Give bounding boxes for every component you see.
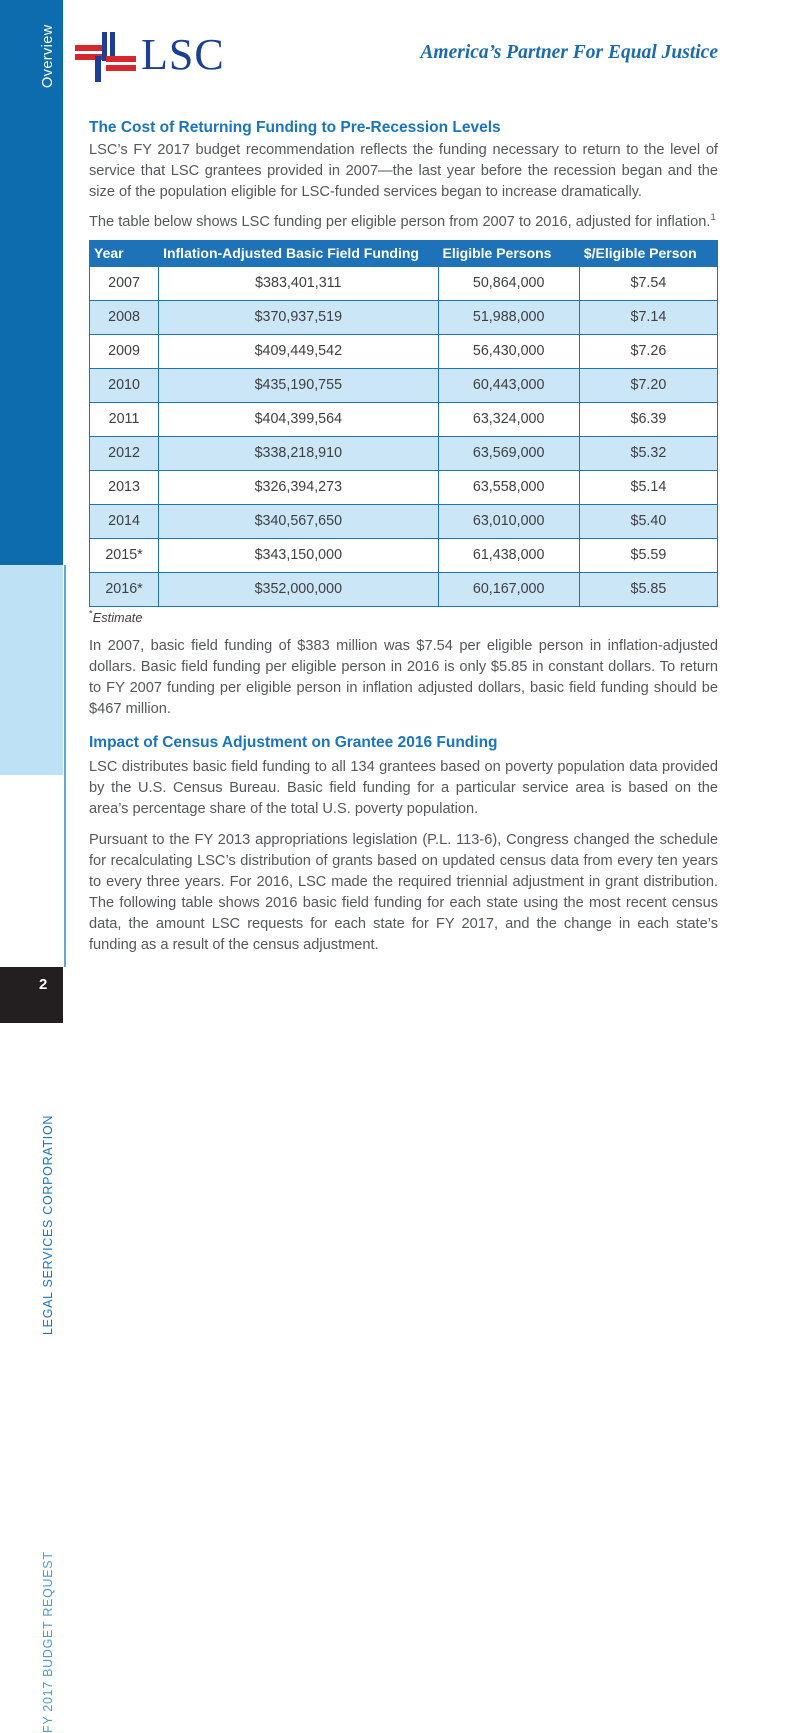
table-cell: 51,988,000: [437, 300, 580, 335]
table-cell: 56,430,000: [437, 334, 580, 369]
funding-table-body: 2007 $383,401,311 50,864,000 $7.54 2008 $370,…: [88, 266, 719, 607]
lsc-logo: LSC: [75, 26, 225, 84]
section-heading-funding: The Cost of Returning Funding to Pre-Rec…: [89, 119, 501, 136]
table-row: 2013 $326,394,273 63,558,000 $5.14: [88, 470, 719, 505]
document-page: { "sidebar": { "section_label": "Overvie…: [0, 0, 719, 1733]
sidebar-doc-label: FY 2017 BUDGET REQUEST: [41, 1551, 55, 1733]
table-cell: $7.54: [578, 266, 719, 301]
table-cell: $370,937,519: [158, 300, 439, 335]
section-heading-census: Impact of Census Adjustment on Grantee 2…: [89, 734, 498, 751]
sidebar-org-label: LEGAL SERVICES CORPORATION: [41, 1114, 55, 1335]
table-cell: 2009: [88, 334, 160, 369]
footnote-marker: *: [89, 608, 93, 620]
paragraph-table-intro: The table below shows LSC funding per el…: [89, 212, 716, 230]
paragraph-funding-analysis: In 2007, basic field funding of $383 mil…: [89, 638, 718, 717]
table-cell: $5.14: [578, 470, 719, 505]
column-header-year: Year: [88, 240, 160, 267]
table-cell: 61,438,000: [437, 538, 580, 573]
table-cell: 60,443,000: [437, 368, 580, 403]
table-cell: 2007: [88, 266, 160, 301]
table-cell: 63,569,000: [437, 436, 580, 471]
table-cell: $352,000,000: [158, 572, 439, 607]
table-cell: 2011: [88, 402, 160, 437]
footnote-reference: 1: [710, 212, 716, 224]
table-cell: 2013: [88, 470, 160, 505]
lsc-logo-mark-icon: [75, 26, 139, 84]
sidebar-section-label: Overview: [40, 24, 56, 88]
table-cell: $7.26: [578, 334, 719, 369]
table-row: 2011 $404,399,564 63,324,000 $6.39: [88, 402, 719, 437]
table-cell: $383,401,311: [158, 266, 439, 301]
funding-table: Year Inflation-Adjusted Basic Field Fund…: [88, 240, 719, 607]
table-cell: $7.20: [578, 368, 719, 403]
table-cell: $340,567,650: [158, 504, 439, 539]
sidebar-org-band: LEGAL SERVICES CORPORATION: [0, 565, 63, 1335]
column-header-funding: Inflation-Adjusted Basic Field Funding: [158, 240, 439, 267]
table-cell: $7.14: [578, 300, 719, 335]
table-cell: $6.39: [578, 402, 719, 437]
sidebar: Overview LEGAL SERVICES CORPORATION FY 2…: [0, 0, 66, 1733]
table-row: 2008 $370,937,519 51,988,000 $7.14: [88, 300, 719, 335]
table-cell: $5.40: [578, 504, 719, 539]
table-row: 2016* $352,000,000 60,167,000 $5.85: [88, 572, 719, 607]
sidebar-edge-line: [64, 565, 66, 967]
table-cell: $409,449,542: [158, 334, 439, 369]
page-content: LSC America’s Partner For Equal Justice …: [75, 0, 719, 956]
table-cell: $435,190,755: [158, 368, 439, 403]
lsc-logo-text: LSC: [141, 30, 225, 79]
page-number-box: 2: [0, 967, 63, 1023]
table-cell: 50,864,000: [437, 266, 580, 301]
page-number: 2: [39, 976, 48, 993]
table-row: 2015* $343,150,000 61,438,000 $5.59: [88, 538, 719, 573]
paragraph-distribution: LSC distributes basic field funding to a…: [89, 759, 718, 817]
table-cell: $343,150,000: [158, 538, 439, 573]
table-cell: $326,394,273: [158, 470, 439, 505]
table-cell: 60,167,000: [437, 572, 580, 607]
table-footnote: *Estimate: [89, 608, 718, 626]
tagline: America’s Partner For Equal Justice: [420, 42, 718, 63]
table-cell: 2015*: [88, 538, 160, 573]
page-header: LSC America’s Partner For Equal Justice: [75, 0, 718, 118]
table-row: 2014 $340,567,650 63,010,000 $5.40: [88, 504, 719, 539]
table-cell: $5.85: [578, 572, 719, 607]
table-cell: 63,010,000: [437, 504, 580, 539]
table-row: 2010 $435,190,755 60,443,000 $7.20: [88, 368, 719, 403]
paragraph-budget-recommendation: LSC’s FY 2017 budget recommendation refl…: [89, 142, 718, 200]
sidebar-doc-band: FY 2017 BUDGET REQUEST: [0, 775, 63, 1733]
column-header-per-person: $/Eligible Person: [578, 240, 719, 267]
table-cell: 2010: [88, 368, 160, 403]
table-cell: 2008: [88, 300, 160, 335]
table-row: 2012 $338,218,910 63,569,000 $5.32: [88, 436, 719, 471]
column-header-eligible-persons: Eligible Persons: [437, 240, 580, 267]
sidebar-overview-band: Overview: [0, 0, 63, 565]
table-row: 2007 $383,401,311 50,864,000 $7.54: [88, 266, 719, 301]
table-cell: 63,558,000: [437, 470, 580, 505]
table-header-row: Year Inflation-Adjusted Basic Field Fund…: [88, 240, 719, 267]
table-cell: 2016*: [88, 572, 160, 607]
table-cell: $5.59: [578, 538, 719, 573]
table-cell: $5.32: [578, 436, 719, 471]
table-cell: $404,399,564: [158, 402, 439, 437]
paragraph-census-schedule: Pursuant to the FY 2013 appropriations l…: [89, 832, 718, 953]
table-cell: $338,218,910: [158, 436, 439, 471]
table-cell: 63,324,000: [437, 402, 580, 437]
footnote-text: Estimate: [92, 610, 143, 625]
table-cell: 2012: [88, 436, 160, 471]
table-cell: 2014: [88, 504, 160, 539]
table-row: 2009 $409,449,542 56,430,000 $7.26: [88, 334, 719, 369]
